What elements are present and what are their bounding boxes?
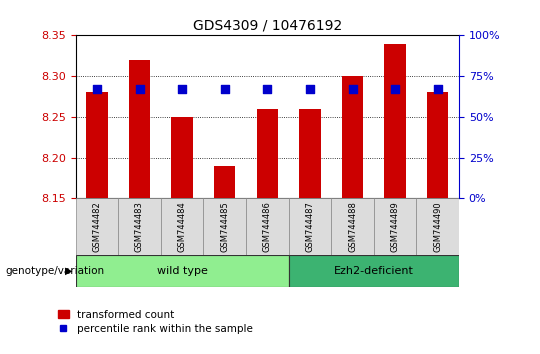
- Bar: [299, 109, 321, 198]
- Text: Ezh2-deficient: Ezh2-deficient: [334, 266, 414, 276]
- Text: GSM744489: GSM744489: [390, 201, 400, 252]
- Point: [92, 86, 101, 92]
- Text: GSM744486: GSM744486: [263, 201, 272, 252]
- Point: [434, 86, 442, 92]
- Legend: transformed count, percentile rank within the sample: transformed count, percentile rank withi…: [54, 306, 257, 338]
- Text: GSM744488: GSM744488: [348, 201, 357, 252]
- Point: [178, 86, 186, 92]
- Bar: [342, 76, 363, 198]
- Bar: [214, 166, 235, 198]
- Text: GSM744482: GSM744482: [92, 201, 102, 252]
- Bar: [129, 60, 150, 198]
- Bar: [246, 198, 288, 255]
- Bar: [288, 198, 331, 255]
- Bar: [374, 198, 416, 255]
- Text: GSM744484: GSM744484: [178, 201, 187, 252]
- Bar: [427, 92, 448, 198]
- Text: GSM744483: GSM744483: [135, 201, 144, 252]
- Text: GSM744490: GSM744490: [433, 201, 442, 252]
- Point: [220, 86, 229, 92]
- Bar: [416, 198, 459, 255]
- Point: [306, 86, 314, 92]
- Point: [135, 86, 144, 92]
- Title: GDS4309 / 10476192: GDS4309 / 10476192: [193, 19, 342, 33]
- Text: genotype/variation: genotype/variation: [5, 266, 105, 276]
- Bar: [288, 255, 459, 287]
- Point: [348, 86, 357, 92]
- Bar: [86, 92, 107, 198]
- Bar: [76, 255, 288, 287]
- Point: [391, 86, 400, 92]
- Bar: [256, 109, 278, 198]
- Bar: [161, 198, 204, 255]
- Point: [263, 86, 272, 92]
- Text: ▶: ▶: [65, 266, 73, 276]
- Bar: [331, 198, 374, 255]
- Bar: [76, 198, 118, 255]
- Bar: [384, 44, 406, 198]
- Bar: [118, 198, 161, 255]
- Text: GSM744485: GSM744485: [220, 201, 229, 252]
- Text: GSM744487: GSM744487: [306, 201, 314, 252]
- Bar: [204, 198, 246, 255]
- Bar: [172, 117, 193, 198]
- Text: wild type: wild type: [157, 266, 207, 276]
